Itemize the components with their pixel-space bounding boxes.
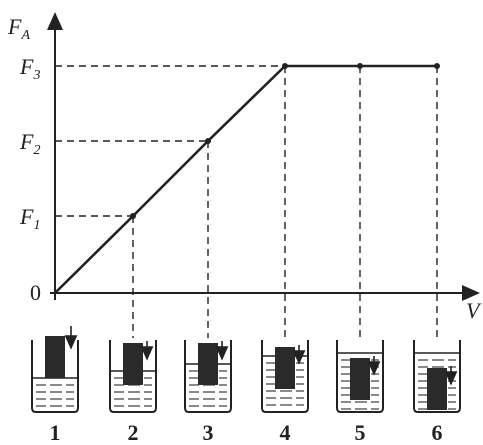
level-label: F3 xyxy=(19,54,40,83)
force-graph xyxy=(55,66,437,293)
body xyxy=(198,343,218,385)
stage-number: 6 xyxy=(432,420,443,445)
y-axis-label: FA xyxy=(7,14,30,43)
guide-lines xyxy=(55,66,437,338)
stage-number: 3 xyxy=(203,420,214,445)
origin-label: 0 xyxy=(30,280,41,305)
stage-number: 5 xyxy=(355,420,366,445)
stage-number: 1 xyxy=(50,420,61,445)
body xyxy=(123,343,143,385)
body xyxy=(427,368,447,410)
diagram: FA V 0 F1 F2 F3 1 2 3 4 5 6 xyxy=(0,0,483,445)
stage-number: 4 xyxy=(280,420,291,445)
x-axis-label: V xyxy=(466,298,482,323)
beakers: 1 2 3 4 5 6 xyxy=(32,326,460,445)
level-label: F1 xyxy=(19,204,40,233)
body xyxy=(275,347,295,389)
level-label: F2 xyxy=(19,129,40,158)
body xyxy=(45,336,65,378)
stage-number: 2 xyxy=(128,420,139,445)
body xyxy=(350,358,370,400)
